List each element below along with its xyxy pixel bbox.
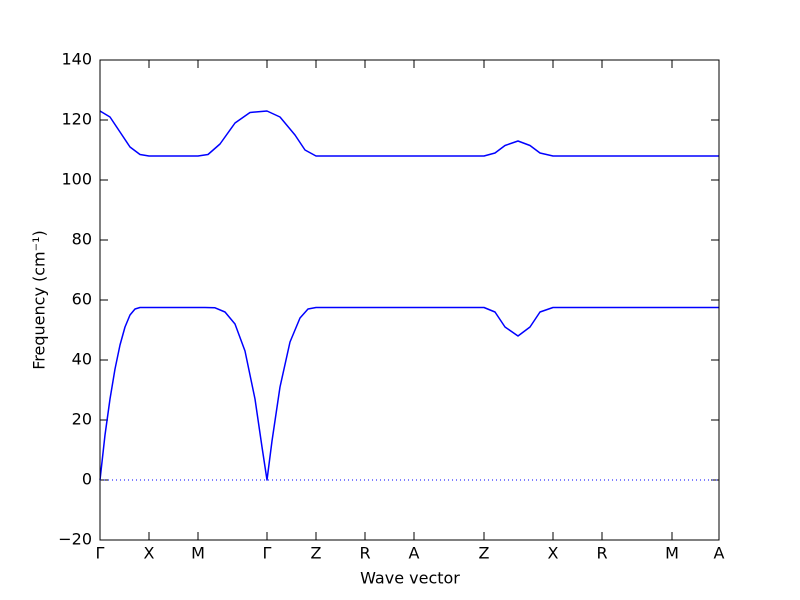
x-tick-label: X xyxy=(548,544,559,563)
y-tick-label: 40 xyxy=(72,350,92,369)
x-tick-label: Z xyxy=(311,544,322,563)
band-line xyxy=(99,110,719,157)
y-tick-label: −20 xyxy=(58,530,92,549)
band-line xyxy=(99,306,719,481)
y-tick-label: 120 xyxy=(61,110,92,129)
x-tick-label: M xyxy=(665,544,679,563)
y-axis-label: Frequency (cm⁻¹) xyxy=(30,230,49,369)
y-tick-label: 100 xyxy=(61,170,92,189)
y-tick-label: 0 xyxy=(82,470,92,489)
y-tick-label: 20 xyxy=(72,410,92,429)
x-tick-label: Z xyxy=(479,544,490,563)
x-axis-label: Wave vector xyxy=(360,569,460,588)
y-tick-label: 80 xyxy=(72,230,92,249)
x-tick-label: A xyxy=(714,544,725,563)
plot-frame xyxy=(99,59,720,541)
x-tick-label: A xyxy=(409,544,420,563)
x-tick-label: R xyxy=(359,544,370,563)
x-tick-label: Γ xyxy=(96,544,105,563)
x-tick-label: Γ xyxy=(263,544,272,563)
y-tick-label: 60 xyxy=(72,290,92,309)
x-tick-label: X xyxy=(144,544,155,563)
y-tick-label: 140 xyxy=(61,50,92,69)
x-tick-label: M xyxy=(191,544,205,563)
x-tick-label: R xyxy=(596,544,607,563)
